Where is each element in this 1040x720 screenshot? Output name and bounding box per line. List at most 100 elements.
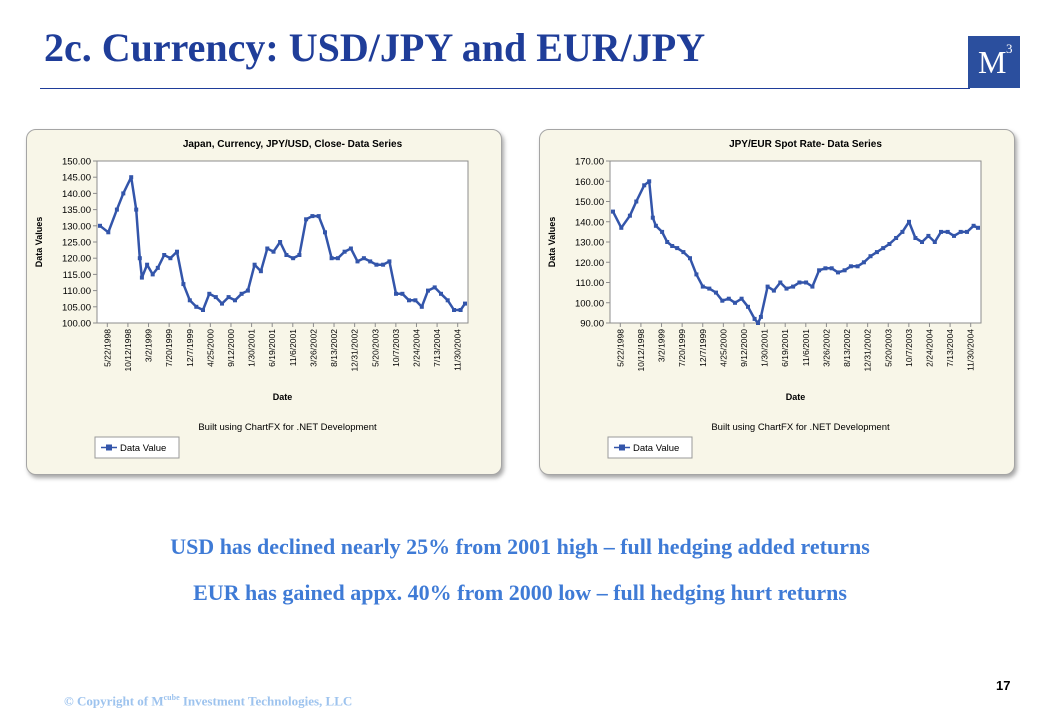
data-point [887,242,892,246]
x-axis-label: Date [273,392,293,402]
x-tick-label: 12/31/2002 [863,329,873,372]
data-point [913,236,918,240]
legend-label: Data Value [633,443,679,454]
data-point [139,275,144,280]
x-tick-label: 7/13/2004 [432,329,442,367]
data-point [611,209,615,214]
data-point [297,253,302,257]
data-point [932,240,937,244]
data-point [439,291,443,296]
data-point [939,229,943,234]
data-point [432,285,437,290]
x-tick-label: 11/6/2001 [288,329,298,366]
chart-footer: Built using ChartFX for .NET Development [198,422,377,433]
usd-message: USD has declined nearly 25% from 2001 hi… [170,534,870,559]
logo-letter: M [978,44,1007,80]
data-point [106,230,111,235]
eur-jpy-chart-panel: JPY/EUR Spot Rate- Data Series 170.00 160.… [539,129,1015,475]
y-tick-label: 150.00 [575,197,604,208]
data-point [407,298,411,303]
data-point [765,284,770,289]
data-point [707,286,712,291]
y-tick-label: 130.00 [62,221,91,232]
data-point [129,175,134,180]
data-point [634,199,639,204]
data-point [121,191,126,196]
x-tick-label: 2/24/2004 [924,329,934,367]
data-point [670,244,675,248]
plot-area [609,160,982,324]
x-tick-label: 10/7/2003 [391,329,401,367]
x-tick-label: 9/12/2000 [739,329,749,367]
data-point [361,256,366,261]
data-point [458,308,463,312]
data-point [642,183,647,188]
data-point [114,207,119,212]
usd-jpy-chart-panel: Japan, Currency, JPY/USD, Close- Data Se… [26,129,502,475]
data-point [426,288,430,293]
y-axis-label: Data Values [547,217,557,268]
data-point [945,229,950,234]
data-point [265,246,270,251]
data-point [836,270,840,275]
data-point [739,296,744,301]
y-axis-label: Data Values [34,217,44,268]
data-point [907,219,911,224]
data-point [920,240,924,244]
plot-area [96,160,469,324]
data-point [681,250,686,255]
data-point [665,240,670,244]
data-point [619,225,624,230]
chart-title: Japan, Currency, JPY/USD, Close- Data Se… [183,139,403,150]
x-tick-label: 12/7/1999 [698,329,708,367]
data-point [720,298,725,303]
data-point [778,280,783,285]
y-tick-label: 145.00 [62,173,91,184]
y-tick-label: 105.00 [62,302,91,313]
x-tick-label: 5/22/1998 [102,329,112,367]
data-point [756,321,760,325]
data-point [252,262,257,267]
data-point [271,249,276,254]
data-point [213,295,218,300]
chart-footer: Built using ChartFX for .NET Development [711,422,890,433]
data-point [653,223,658,228]
x-tick-label: 3/26/2002 [821,329,831,367]
y-tick-label: 140.00 [575,217,604,228]
data-point [245,288,250,293]
x-tick-label: 7/13/2004 [945,329,955,367]
data-point [855,264,860,269]
data-point [452,308,456,312]
legend-swatch-marker [619,444,625,451]
x-tick-label: 1/30/2001 [760,329,770,367]
data-point [258,269,263,274]
x-axis-label: Date [786,392,806,402]
data-point [239,291,244,296]
data-point [220,301,224,306]
logo-superscript: 3 [1006,41,1013,56]
copyright-prefix: © Copyright of M [64,693,164,709]
y-tick-label: 160.00 [575,177,604,188]
x-tick-label: 12/31/2002 [350,329,360,372]
data-point [194,304,199,309]
data-point [752,316,757,321]
x-tick-label: 10/12/1998 [123,329,133,372]
data-point [771,288,776,293]
data-point [965,229,969,234]
x-tick-label: 6/19/2001 [267,329,277,367]
x-tick-label: 5/20/2003 [370,329,380,367]
data-point [675,246,680,251]
y-tick-label: 120.00 [62,254,91,265]
y-tick-label: 135.00 [62,205,91,216]
data-point [233,298,237,303]
legend-swatch-marker [106,444,112,451]
chart-title: JPY/EUR Spot Rate- Data Series [729,139,882,150]
data-point [175,249,179,254]
copyright-suffix: Investment Technologies, LLC [179,693,353,709]
data-point [381,262,386,267]
data-point [323,230,327,235]
data-point [162,253,167,257]
data-point [791,284,796,289]
x-tick-label: 10/7/2003 [904,329,914,367]
data-point [316,214,321,219]
